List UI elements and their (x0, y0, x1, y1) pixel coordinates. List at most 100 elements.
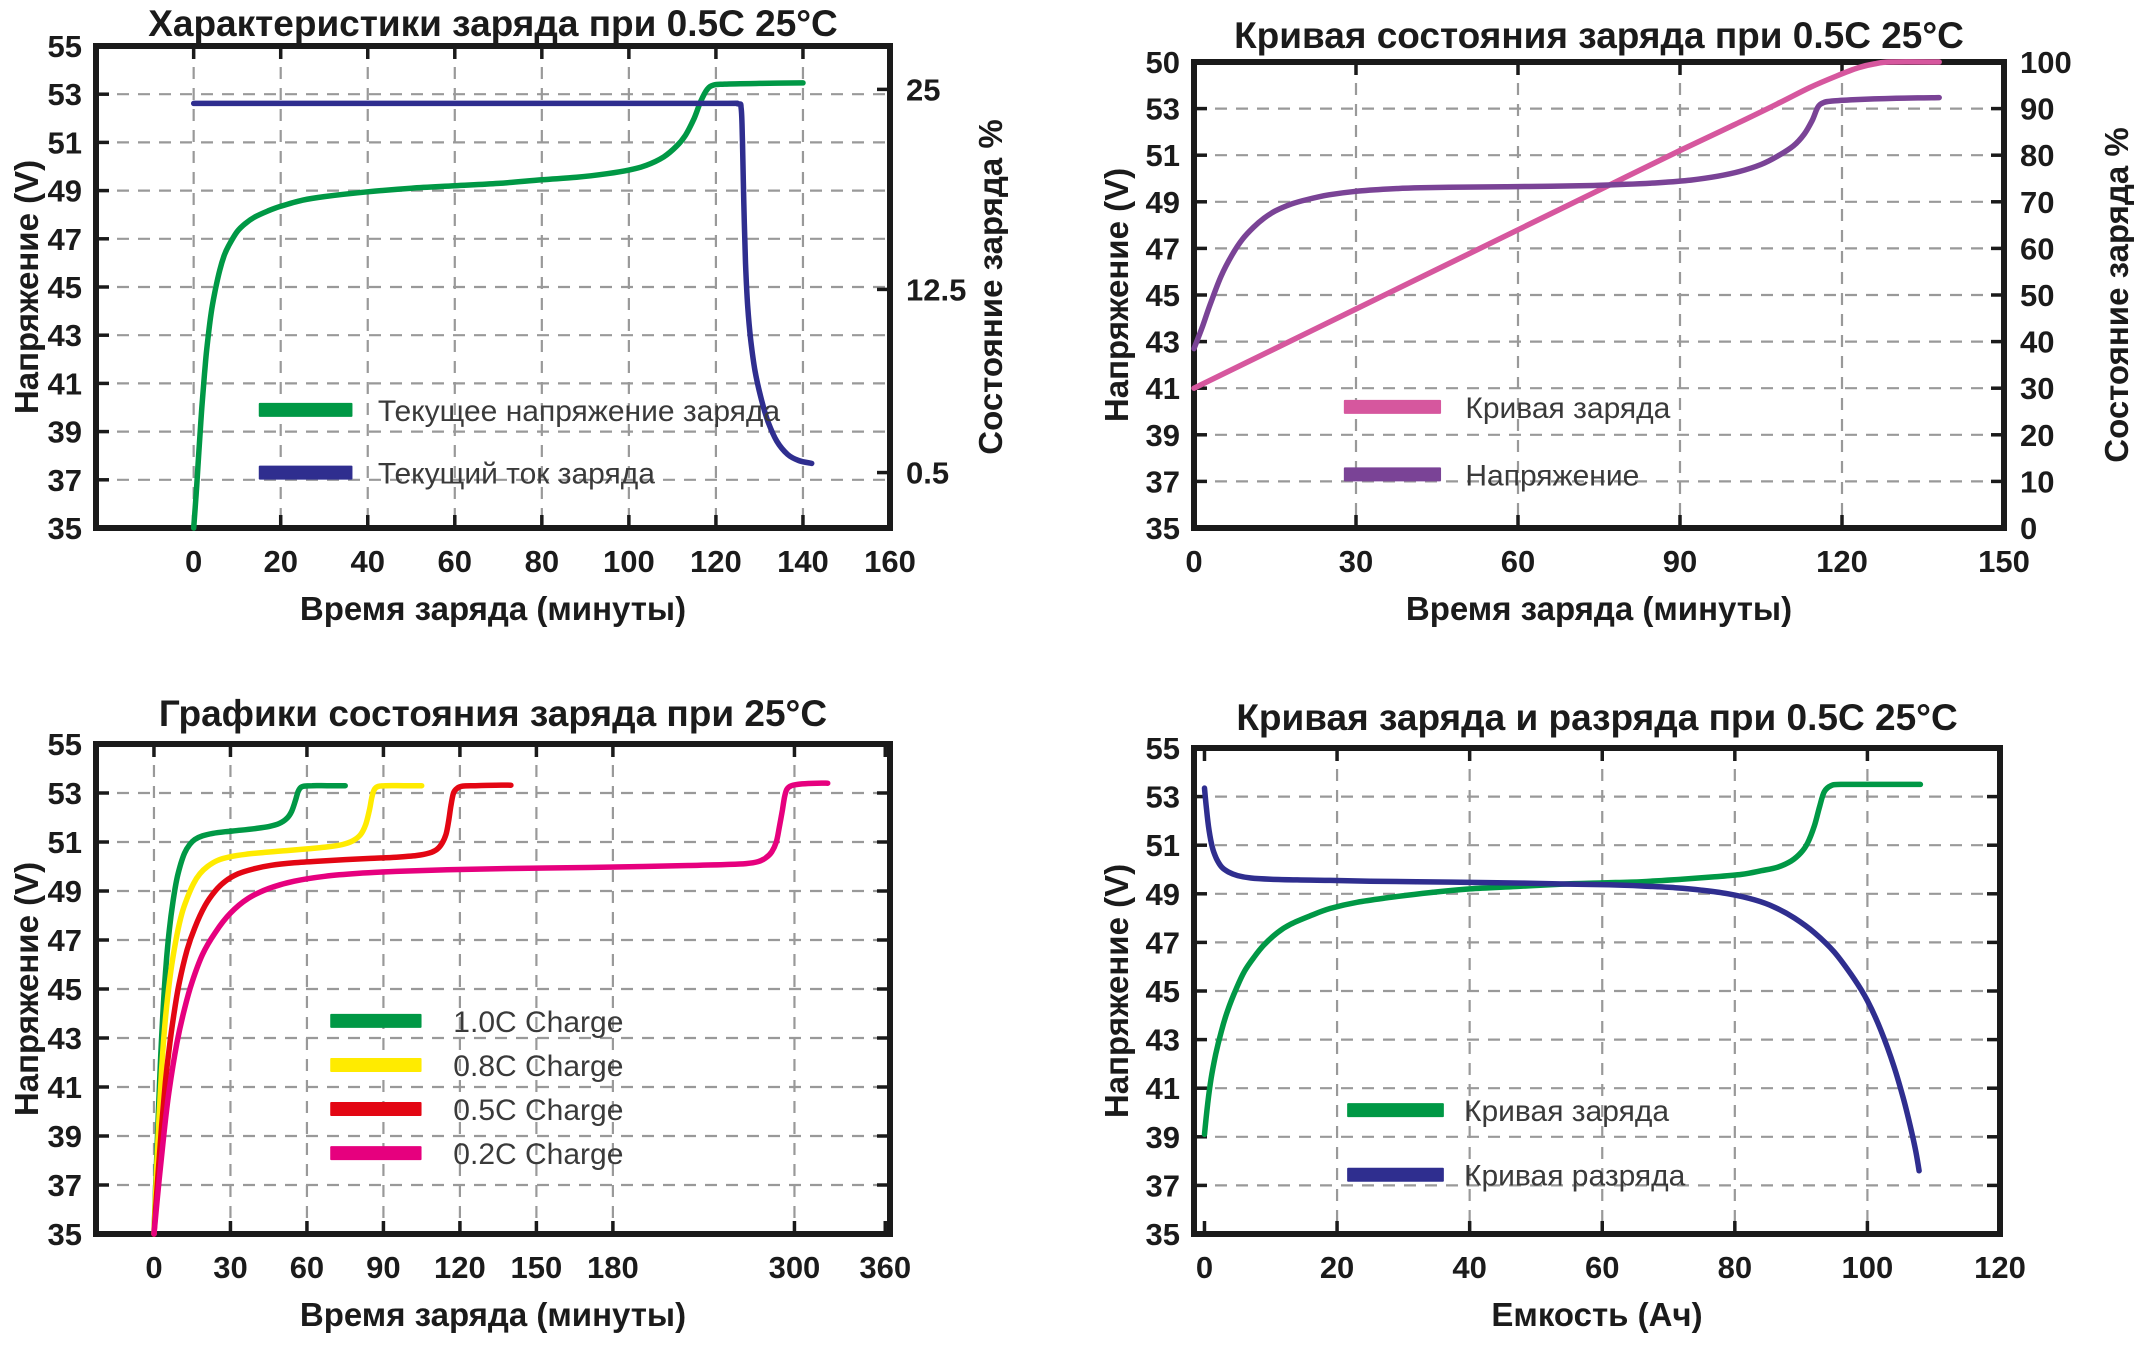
series-charge-curve (1201, 781, 1924, 1138)
y-tick-label: 39 (1146, 1120, 1180, 1155)
x-tick-label: 80 (1718, 1250, 1752, 1285)
series-charge-0-2c (151, 780, 831, 1237)
x-tick-label: 180 (587, 1250, 639, 1285)
x-tick-label: 120 (1816, 544, 1868, 579)
legend-label-current-curve: Текущий ток заряда (378, 458, 655, 491)
y-tick-label: 41 (48, 366, 82, 401)
y-right-tick-label: 50 (2020, 278, 2054, 313)
legend-label-charge-0-5c: 0.5C Charge (453, 1094, 623, 1127)
series-charge-curve (1191, 59, 1942, 391)
chart-title: Кривая заряда и разряда при 0.5C 25°C (1236, 697, 1957, 738)
legend-swatch-charge-1-0c (330, 1013, 422, 1028)
legend-swatch-current-curve (258, 465, 353, 480)
chart-title: Кривая состояния заряда при 0.5C 25°C (1234, 15, 1964, 56)
x-tick-label: 0 (1196, 1250, 1213, 1285)
x-tick-label: 80 (525, 544, 559, 579)
legend-label-voltage-curve: Текущее напряжение заряда (378, 395, 781, 428)
legend-label-voltage-curve: Напряжение (1465, 459, 1639, 492)
y-axis-label: Напряжение (V) (1098, 168, 1135, 422)
x-tick-label: 160 (864, 544, 916, 579)
chart-charge-characteristics-svg: Характеристики заряда при 0.5C 25°C 55 53 5… (8, 3, 1009, 627)
gridlines (96, 744, 890, 1234)
x-axis-label: Время заряда (минуты) (300, 590, 686, 627)
y-tick-label: 55 (48, 29, 82, 64)
x-tick-label: 60 (438, 544, 472, 579)
x-tick-label: 20 (1320, 1250, 1354, 1285)
y-tick-label: 53 (1146, 780, 1180, 815)
y-right-tick-label: 30 (2020, 371, 2054, 406)
series-current-curve (190, 100, 815, 467)
x-tick-label: 0 (145, 1250, 162, 1285)
legend-label-charge-0-2c: 0.2C Charge (453, 1138, 623, 1171)
legend-label-charge-curve: Кривая заряда (1464, 1095, 1669, 1128)
x-tick-label: 90 (366, 1250, 400, 1285)
y-tick-label: 53 (48, 77, 82, 112)
chart-soc-curve-svg: Кривая состояния заряда при 0.5C 25°C 50 5… (1098, 15, 2134, 627)
y-tick-label: 47 (1146, 231, 1180, 266)
legend-swatch-charge-0-5c (330, 1102, 422, 1117)
plot-border (1191, 59, 2007, 531)
y-tick-label: 53 (1146, 92, 1180, 127)
plot-border (1191, 745, 2003, 1237)
y-tick-label: 39 (48, 1119, 82, 1154)
y-axis-label: Напряжение (V) (8, 862, 45, 1116)
legend: 1.0C Charge 0.8C Charge 0.5C Charge 0.2C Ch… (330, 1006, 623, 1171)
y-tick-label: 37 (1146, 464, 1180, 499)
y-tick-label: 49 (1146, 185, 1180, 220)
y-axis-label: Напряжение (V) (8, 160, 45, 414)
legend: Кривая заряда Напряжение (1343, 392, 1671, 492)
y-tick-label: 37 (48, 463, 82, 498)
x-tick-label: 90 (1663, 544, 1697, 579)
y-tick-label: 41 (1146, 371, 1180, 406)
x-axis-label: Емкость (Ач) (1491, 1296, 1702, 1333)
legend-label-discharge-curve: Кривая разряда (1464, 1160, 1686, 1193)
x-tick-label: 0 (185, 544, 202, 579)
y-tick-label: 41 (1146, 1071, 1180, 1106)
y-tick-label: 41 (48, 1070, 82, 1105)
x-tick-label: 0 (1185, 544, 1202, 579)
y-right-tick-label: 20 (2020, 418, 2054, 453)
y-tick-label: 45 (1146, 278, 1180, 313)
x-tick-label: 120 (690, 544, 742, 579)
x-tick-label: 30 (213, 1250, 247, 1285)
chart-title: Графики состояния заряда при 25°C (159, 693, 827, 734)
y-tick-label: 45 (48, 270, 82, 305)
y-axis-label: Напряжение (V) (1098, 864, 1135, 1118)
x-tick-label: 60 (1585, 1250, 1619, 1285)
legend-swatch-voltage-curve (258, 402, 353, 417)
y-right-tick-label: 60 (2020, 231, 2054, 266)
y-tick-label: 47 (1146, 925, 1180, 960)
y-tick-label: 35 (48, 1217, 82, 1252)
y-tick-label: 35 (1146, 1217, 1180, 1252)
x-tick-label: 140 (777, 544, 829, 579)
x-tick-label: 300 (769, 1250, 821, 1285)
legend-swatch-voltage-curve (1343, 467, 1442, 482)
y-tick-label: 49 (48, 874, 82, 909)
y-tick-label: 39 (1146, 418, 1180, 453)
y-right-tick-label: 12.5 (906, 272, 966, 307)
x-tick-label: 150 (511, 1250, 563, 1285)
x-tick-label: 150 (1978, 544, 2030, 579)
y-right-tick-label: 80 (2020, 138, 2054, 173)
legend-swatch-charge-curve (1343, 399, 1442, 414)
y-tick-label: 55 (1146, 731, 1180, 766)
y-tick-label: 43 (48, 318, 82, 353)
chart-soc-graphs-rates: Графики состояния заряда при 25°C 55 53 51 4… (8, 690, 1008, 1366)
y-tick-label: 51 (48, 125, 82, 160)
y-tick-label: 49 (1146, 877, 1180, 912)
y-tick-label: 43 (48, 1021, 82, 1056)
x-tick-label: 100 (603, 544, 655, 579)
series-charge-0-5c (151, 782, 514, 1237)
legend-swatch-discharge-curve (1347, 1167, 1444, 1182)
legend-swatch-charge-curve (1347, 1103, 1444, 1118)
y-tick-label: 51 (1146, 138, 1180, 173)
x-tick-label: 40 (351, 544, 385, 579)
legend-label-charge-curve: Кривая заряда (1465, 392, 1670, 425)
y-right-tick-label: 40 (2020, 325, 2054, 360)
x-tick-label: 120 (1974, 1250, 2026, 1285)
y-tick-label: 47 (48, 923, 82, 958)
x-tick-label: 360 (859, 1250, 911, 1285)
y-right-axis-label: Состояние заряда % (2098, 127, 2134, 462)
y-tick-label: 47 (48, 222, 82, 257)
